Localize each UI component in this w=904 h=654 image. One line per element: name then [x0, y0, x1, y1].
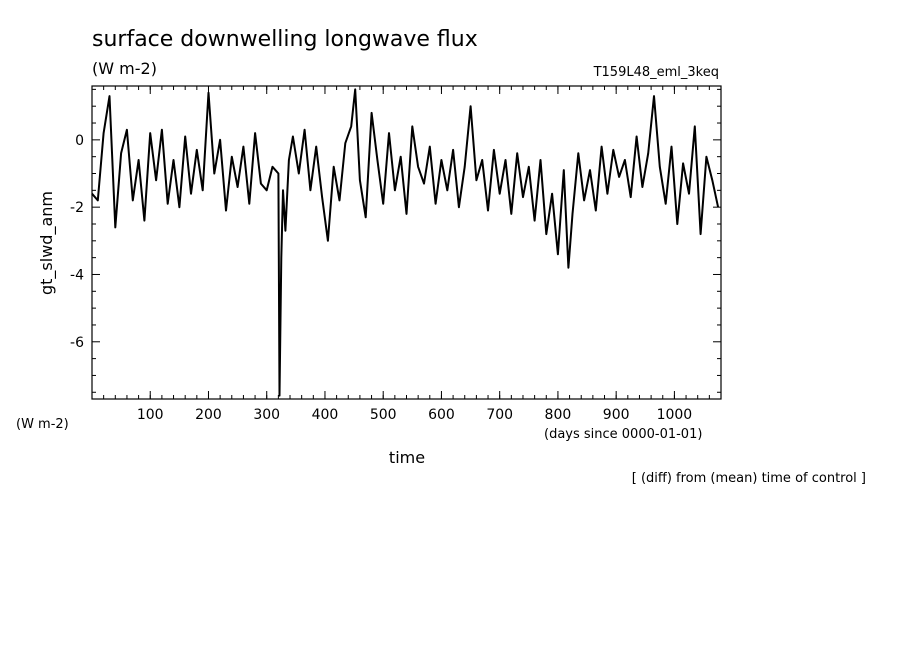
x-tick-label: 800 [545, 407, 572, 423]
y-unit-corner-label: (W m-2) [16, 417, 69, 432]
x-tick-label: 400 [312, 407, 339, 423]
x-tick-label: 300 [253, 407, 280, 423]
units-label: (W m-2) [92, 59, 157, 78]
chart-title: surface downwelling longwave flux [92, 27, 478, 52]
x-tick-label: 500 [370, 407, 397, 423]
x-tick-label: 1000 [657, 407, 693, 423]
y-tick-label: -6 [70, 335, 84, 351]
x-tick-label: 100 [137, 407, 164, 423]
series-line [91, 88, 720, 397]
x-axis-label: time [389, 448, 425, 467]
x-tick-label: 600 [428, 407, 455, 423]
y-axis: 0 -2 -4 -6 [70, 88, 721, 393]
x-tick-label: 200 [195, 407, 222, 423]
footnote: [ (diff) from (mean) time of control ] [632, 471, 866, 486]
x-tick-label: 900 [603, 407, 630, 423]
y-axis-label: gt_slwd_anm [37, 191, 57, 295]
x-axis: 100 200 300 400 500 600 700 800 900 1000 [103, 86, 710, 423]
run-name-label: T159L48_eml_3keq [593, 65, 719, 80]
y-tick-label: -2 [70, 200, 84, 216]
plot-frame [91, 85, 722, 400]
y-tick-label: 0 [75, 133, 84, 149]
x-unit-note: (days since 0000-01-01) [544, 427, 702, 442]
y-tick-label: -4 [70, 267, 84, 283]
x-tick-label: 700 [486, 407, 513, 423]
